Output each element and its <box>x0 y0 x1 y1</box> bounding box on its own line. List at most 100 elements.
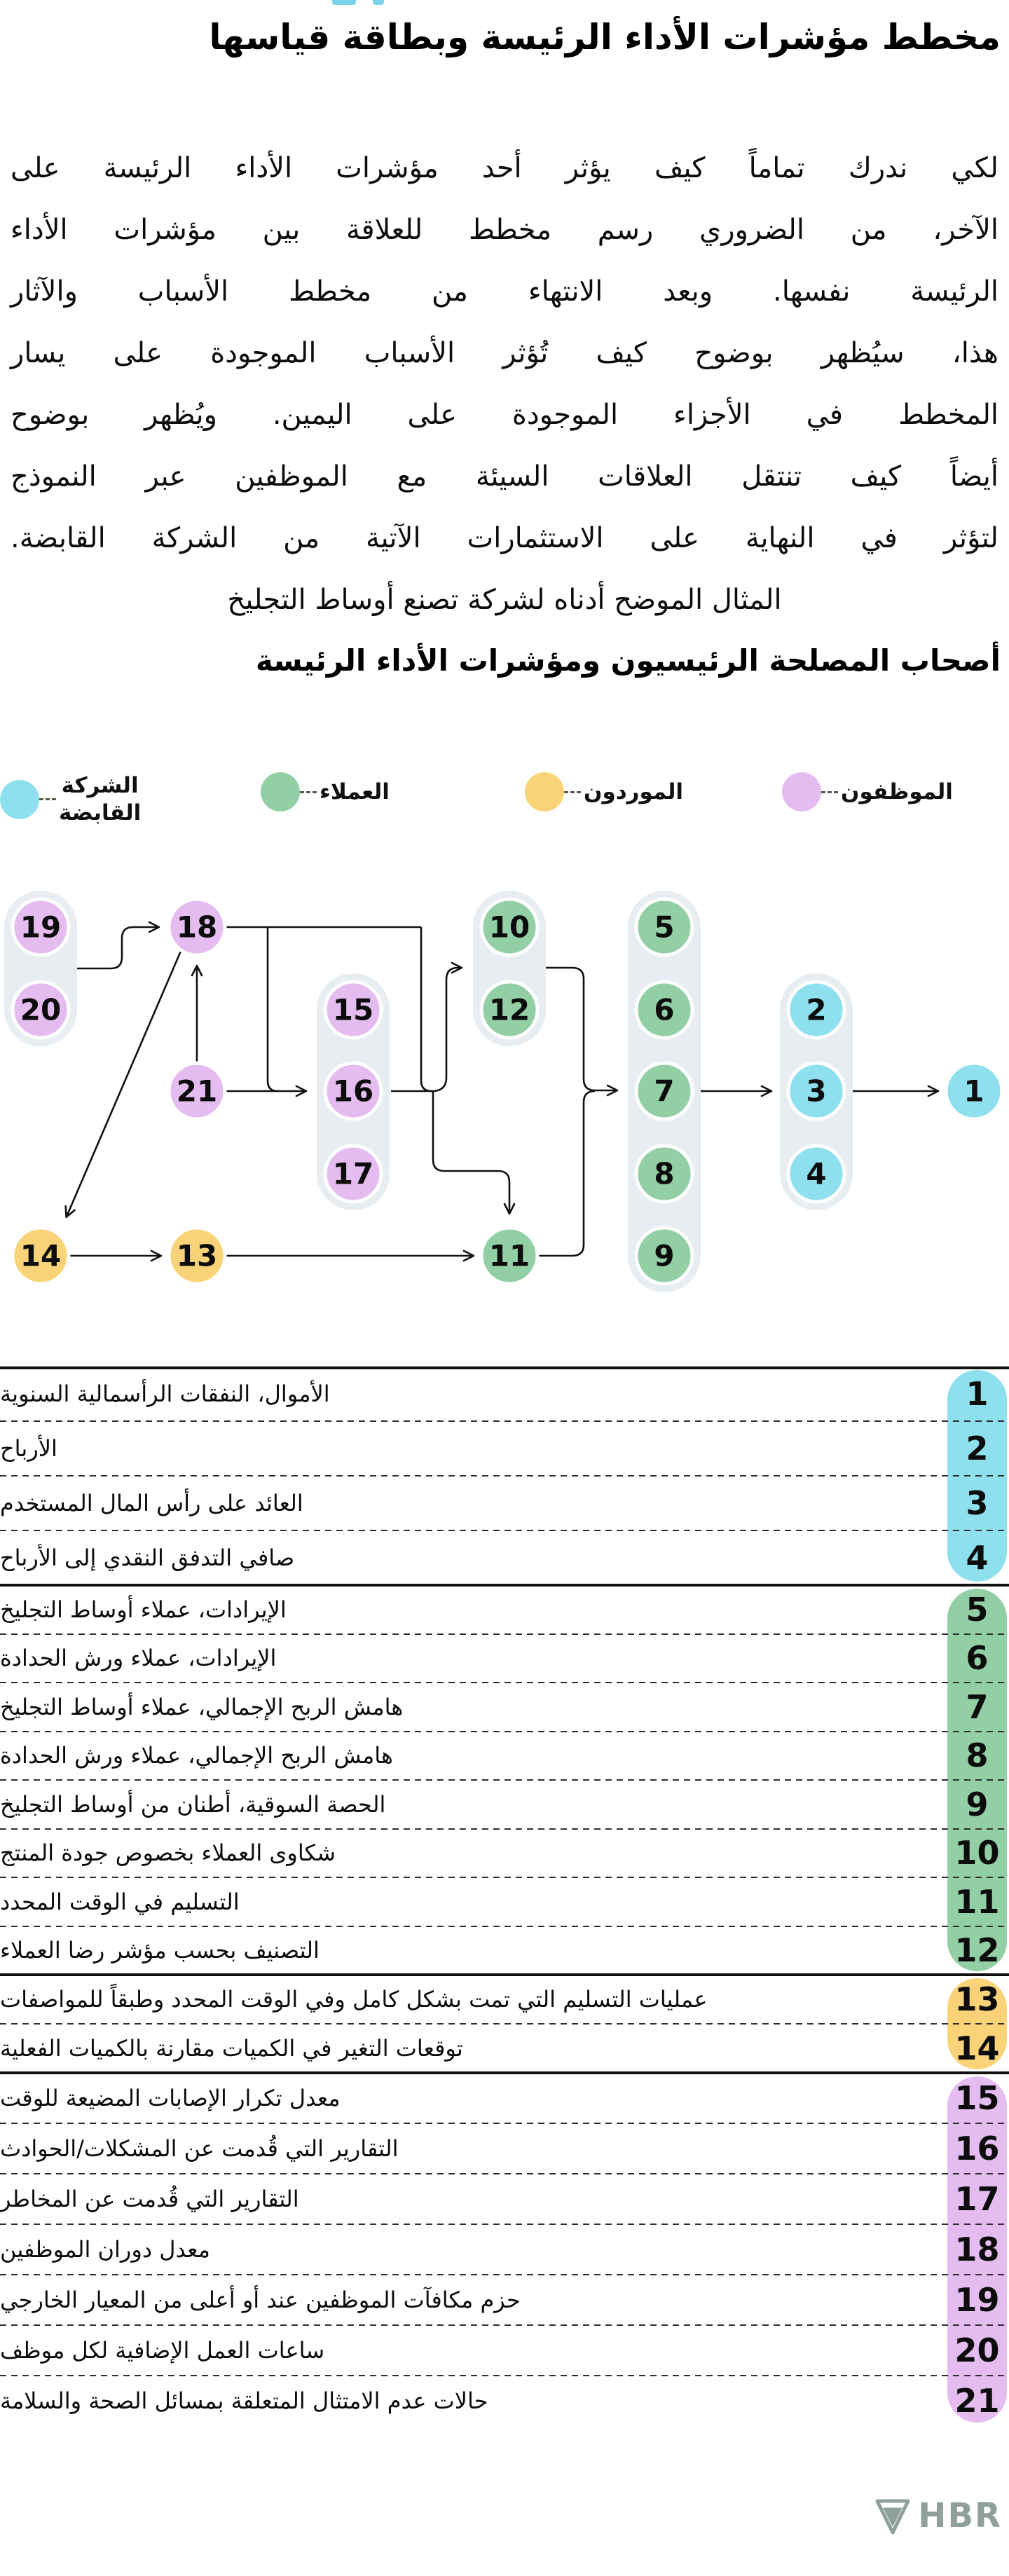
intro-paragraph: لكي ندرك تماماً كيف يؤثر أحد مؤشرات الأد… <box>11 137 998 631</box>
kpi-item-text-20: ساعات العمل الإضافية لكل موظف <box>0 2337 325 2364</box>
diagram-node-18: 18 <box>167 897 227 957</box>
cropped-ui-artifact <box>373 0 384 5</box>
row-divider-dashed <box>0 2274 1009 2275</box>
node-number: 7 <box>654 1074 674 1109</box>
node-circle <box>634 1144 694 1204</box>
node-number: 5 <box>654 910 674 945</box>
diagram-node-16: 16 <box>323 1061 383 1121</box>
kpi-item-text-18: معدل دوران الموظفين <box>0 2236 210 2263</box>
kpi-item-text-15: معدل تكرار الإصابات المضيعة للوقت <box>0 2085 341 2111</box>
edge-11-to-5-9 <box>537 1090 596 1257</box>
node-circle <box>786 980 846 1040</box>
diagram-node-20: 20 <box>11 980 71 1040</box>
kpi-item-text-5: الإيرادات، عملاء أوساط التجليخ <box>0 1596 287 1623</box>
intro-line: المثال الموضح أدناه لشركة تصنع أوساط الت… <box>227 584 782 616</box>
kpi-list: الأموال، النفقات الرأسمالية السنوية 1 الأر… <box>0 1366 1009 2429</box>
node-circle <box>944 1061 1004 1121</box>
kpi-item-number-9: 9 <box>966 1785 989 1823</box>
node-number: 21 <box>177 1074 217 1109</box>
legend-label: الشركة القابضة <box>59 773 142 825</box>
kpi-item-number-8: 8 <box>966 1736 989 1775</box>
node-circle <box>479 980 540 1040</box>
kpi-item-text-17: التقارير التي قُدمت عن المخاطر <box>0 2186 299 2212</box>
node-circle <box>786 1061 846 1121</box>
row-divider-dashed <box>0 1730 1009 1732</box>
diagram-node-12: 12 <box>479 980 540 1040</box>
edge-18-to-10-12 <box>420 927 432 1092</box>
row-divider-dashed <box>0 1828 1009 1830</box>
intro-line: الآخر، من الضروري رسم مخطط للعلاقة بين م… <box>11 214 998 246</box>
intro-line: الرئيسة نفسها. وبعد الانتهاء من مخطط الأ… <box>11 275 998 308</box>
kpi-item-number-14: 14 <box>954 2029 1000 2067</box>
kpi-item-number-6: 6 <box>966 1639 989 1678</box>
row-divider-dashed <box>0 2173 1009 2174</box>
row-divider-dashed <box>0 1420 1009 1422</box>
legend-item-suppliers: الموردون <box>525 772 686 811</box>
edge-18-to-14 <box>64 949 183 1219</box>
node-circle <box>634 897 694 957</box>
kpi-item-number-7: 7 <box>966 1687 989 1726</box>
node-circle <box>634 1061 694 1121</box>
legend-item-customers: العملاء <box>261 772 392 811</box>
cropped-ui-artifact <box>332 0 356 5</box>
node-number: 16 <box>333 1074 373 1109</box>
row-divider-dashed <box>0 1877 1009 1878</box>
kpi-flow-diagram: 19 20 14 18 21 13 15 16 17 10 12 11 5 6 7 8 9 2 3 4 1 <box>4 891 1004 1292</box>
node-circle <box>786 1144 846 1204</box>
kpi-item-text-21: حالات عدم الامتثال المتعلقة بمسائل الصحة… <box>0 2387 488 2414</box>
node-circle <box>167 897 227 957</box>
intro-line: هذا، سيُظهر بوضوح كيف تُؤثر الأسباب المو… <box>11 337 998 369</box>
kpi-item-number-13: 13 <box>954 1980 1000 2018</box>
legend-item-employees: الموظفون <box>782 772 956 811</box>
diagram-node-10: 10 <box>479 897 540 957</box>
node-number: 11 <box>489 1239 530 1273</box>
row-divider-dashed <box>0 1633 1009 1635</box>
legend-label: الموظفون <box>841 779 953 804</box>
kpi-item-text-2: الأرباح <box>0 1435 57 1462</box>
intro-line: المخطط في الأجزاء الموجودة على اليمين. و… <box>11 399 998 431</box>
diagram-node-15: 15 <box>323 980 383 1040</box>
edge-19-20-to-18 <box>77 921 160 970</box>
kpi-item-text-11: التسليم في الوقت المحدد <box>0 1888 240 1915</box>
intro-line: لتؤثر في النهاية على الاستثمارات الآتية … <box>11 522 998 554</box>
legend-dot-icon <box>0 779 39 819</box>
kpi-item-text-3: العائد على رأس المال المستخدم <box>0 1490 303 1516</box>
intro-line: لكي ندرك تماماً كيف يؤثر أحد مؤشرات الأد… <box>11 152 998 184</box>
node-number: 20 <box>20 993 61 1027</box>
node-circle <box>479 897 540 957</box>
legend-label: العملاء <box>320 779 390 804</box>
kpi-group-band-employees <box>947 2076 1007 2423</box>
kpi-item-number-5: 5 <box>966 1590 989 1629</box>
diagram-node-4: 4 <box>786 1144 846 1204</box>
node-number: 4 <box>806 1157 826 1191</box>
kpi-item-number-2: 2 <box>966 1430 989 1467</box>
row-divider-dashed <box>0 2224 1009 2225</box>
diagram-node-3: 3 <box>786 1061 846 1121</box>
kpi-item-number-20: 20 <box>954 2331 1000 2369</box>
intro-line: أيضاً كيف تنتقل العلاقات السيئة مع الموظ… <box>11 460 998 493</box>
legend-dot-icon <box>525 772 564 811</box>
diagram-node-11: 11 <box>479 1226 540 1286</box>
node-number: 6 <box>654 993 674 1027</box>
kpi-item-number-21: 21 <box>954 2382 1000 2420</box>
row-divider-dashed <box>0 1475 1009 1477</box>
legend-dot-icon <box>261 772 300 811</box>
diagram-node-6: 6 <box>634 980 694 1040</box>
hbr-shield-icon <box>875 2499 910 2535</box>
node-number: 13 <box>177 1239 217 1273</box>
node-circle <box>634 980 694 1040</box>
diagram-node-13: 13 <box>167 1226 227 1286</box>
group-divider-line <box>0 2071 1009 2074</box>
kpi-item-number-10: 10 <box>954 1834 1000 1872</box>
kpi-item-text-14: توقعات التغير في الكميات مقارنة بالكميات… <box>0 2035 463 2062</box>
edge-10-12-to-5-9 <box>546 966 619 1097</box>
legend-dash-connector <box>564 790 581 793</box>
stakeholder-legend: الموظفون الموردون العملاء الشركة القابضة <box>0 746 1009 844</box>
kpi-item-text-13: عمليات التسليم التي تمت بشكل كامل وفي ال… <box>0 1986 708 2013</box>
kpi-item-number-18: 18 <box>954 2231 1000 2268</box>
node-circle <box>11 1226 71 1286</box>
node-circle <box>167 1061 227 1121</box>
kpi-item-text-1: الأموال، النفقات الرأسمالية السنوية <box>0 1381 330 1407</box>
node-circle <box>634 1226 694 1286</box>
kpi-item-text-9: الحصة السوقية، أطنان من أوساط التجليخ <box>0 1790 386 1818</box>
